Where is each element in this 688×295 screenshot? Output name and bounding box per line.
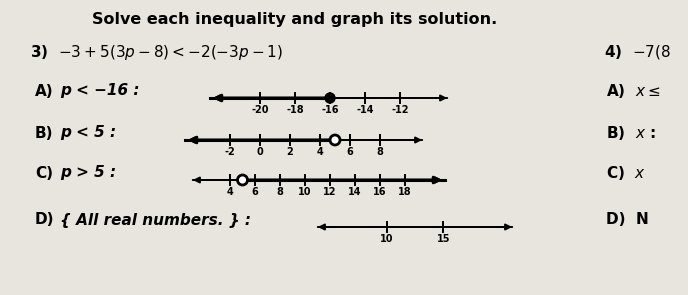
Text: -18: -18 bbox=[286, 105, 304, 115]
Circle shape bbox=[330, 135, 340, 145]
Text: C): C) bbox=[35, 165, 53, 181]
Text: Solve each inequality and graph its solution.: Solve each inequality and graph its solu… bbox=[92, 12, 497, 27]
Circle shape bbox=[237, 175, 248, 185]
Text: 3)  $-3 + 5(3p - 8) < -2(-3p - 1)$: 3) $-3 + 5(3p - 8) < -2(-3p - 1)$ bbox=[30, 43, 283, 62]
Text: 4: 4 bbox=[316, 147, 323, 157]
Text: p < 5 :: p < 5 : bbox=[60, 125, 116, 140]
Text: -2: -2 bbox=[224, 147, 235, 157]
Text: A)  $x\leq$: A) $x\leq$ bbox=[606, 82, 660, 100]
Text: 8: 8 bbox=[277, 187, 283, 197]
Text: B): B) bbox=[35, 125, 54, 140]
Text: -16: -16 bbox=[321, 105, 338, 115]
Text: 15: 15 bbox=[437, 234, 450, 244]
Text: { All real numbers. } :: { All real numbers. } : bbox=[60, 212, 251, 227]
Text: D)  N: D) N bbox=[606, 212, 649, 227]
Text: 2: 2 bbox=[287, 147, 293, 157]
Text: p > 5 :: p > 5 : bbox=[60, 165, 116, 181]
Text: 18: 18 bbox=[398, 187, 412, 197]
Text: 16: 16 bbox=[374, 187, 387, 197]
Text: 14: 14 bbox=[348, 187, 362, 197]
Text: C)  $x$: C) $x$ bbox=[606, 164, 646, 182]
Text: 6: 6 bbox=[252, 187, 259, 197]
Text: 4)  $-7(8$: 4) $-7(8$ bbox=[604, 43, 671, 61]
Text: 6: 6 bbox=[347, 147, 354, 157]
Text: 10: 10 bbox=[380, 234, 394, 244]
Text: -20: -20 bbox=[251, 105, 269, 115]
Text: -14: -14 bbox=[356, 105, 374, 115]
Text: 10: 10 bbox=[299, 187, 312, 197]
Text: -12: -12 bbox=[391, 105, 409, 115]
Text: 0: 0 bbox=[257, 147, 264, 157]
Text: 12: 12 bbox=[323, 187, 336, 197]
Text: D): D) bbox=[35, 212, 54, 227]
Text: 8: 8 bbox=[376, 147, 383, 157]
Text: A): A) bbox=[35, 83, 54, 99]
Text: 4: 4 bbox=[226, 187, 233, 197]
Text: B)  $x$ :: B) $x$ : bbox=[606, 124, 656, 142]
Circle shape bbox=[325, 93, 335, 103]
Text: p < −16 :: p < −16 : bbox=[60, 83, 140, 99]
